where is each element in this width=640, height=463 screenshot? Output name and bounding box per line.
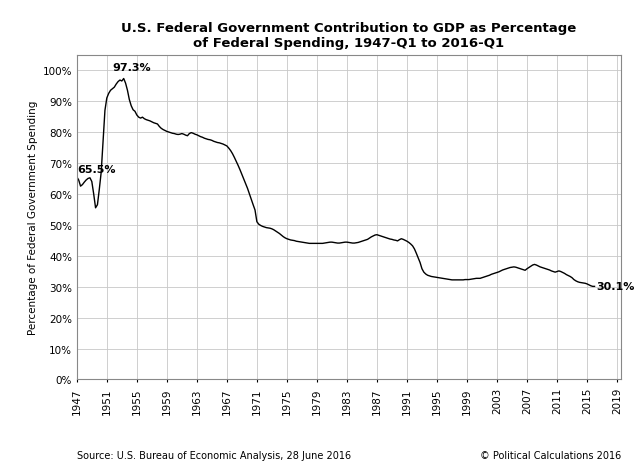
Text: Source: U.S. Bureau of Economic Analysis, 28 June 2016: Source: U.S. Bureau of Economic Analysis… [77,450,351,460]
Y-axis label: Percentage of Federal Government Spending: Percentage of Federal Government Spendin… [28,100,38,335]
Text: 65.5%: 65.5% [77,164,115,174]
Text: 97.3%: 97.3% [113,63,152,72]
Text: © Political Calculations 2016: © Political Calculations 2016 [479,450,621,460]
Title: U.S. Federal Government Contribution to GDP as Percentage
of Federal Spending, 1: U.S. Federal Government Contribution to … [121,22,577,50]
Text: 30.1%: 30.1% [596,282,635,292]
